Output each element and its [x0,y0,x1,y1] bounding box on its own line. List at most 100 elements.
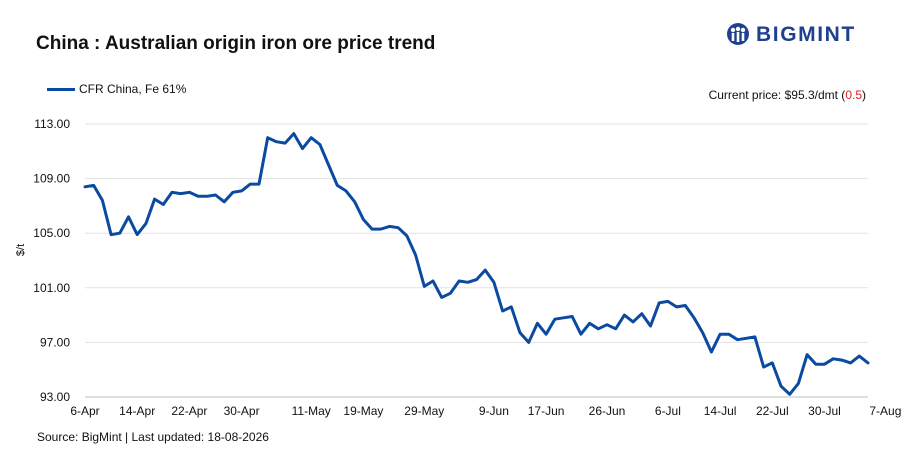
data-point [771,362,774,364]
data-point [319,143,321,146]
x-tick-label: 6-Jul [655,404,681,418]
y-axis-ticks: 113.00 109.00 105.00 101.00 97.00 93.00 [33,117,70,404]
data-point [197,195,199,198]
data-point [823,363,826,366]
data-point [171,191,173,194]
data-point [571,315,573,318]
data-point [475,278,478,281]
bigmint-logo-icon [727,23,749,45]
data-point [467,281,469,284]
y-axis-label: $/t [15,244,27,256]
price-change: 0.5 [845,88,862,102]
data-point [710,351,713,353]
data-point [527,341,530,344]
data-point [701,332,704,334]
data-point [501,310,504,312]
data-point [684,304,687,307]
x-axis-ticks: 6-Apr 14-Apr 22-Apr 30-Apr 11-May 19-May 29-Ma… [70,404,901,418]
y-tick-label: 113.00 [34,117,70,131]
bigmint-logo: BIGMINT [726,20,856,50]
data-point [206,195,208,198]
legend: CFR China, Fe 61% [47,82,186,96]
data-point [371,228,373,230]
y-tick-label: 105.00 [33,226,70,240]
data-point [806,353,808,356]
data-point [745,337,747,340]
data-point [232,191,234,194]
x-tick-label: 22-Apr [171,404,207,418]
data-point [754,336,756,338]
data-point [406,235,408,237]
data-point [693,317,695,319]
current-price-label: Current price: $95.3/dmt ( [708,88,846,102]
data-point [162,203,165,206]
gridlines [85,123,868,398]
data-point [536,322,539,325]
data-point [580,333,582,336]
x-tick-label: 22-Jul [756,404,789,418]
data-point [92,184,95,187]
y-tick-label: 93.00 [40,390,70,404]
data-point [310,136,313,139]
series-group [83,132,870,396]
legend-swatch [47,87,75,91]
data-point [284,142,286,144]
data-point [649,325,652,327]
data-point [510,306,513,308]
data-point [153,198,156,200]
data-point [353,201,356,203]
data-point [588,322,591,325]
data-point [667,300,669,303]
data-point [493,281,495,284]
data-point [101,199,104,202]
data-point [858,355,861,357]
data-point [641,312,643,315]
data-point [780,385,782,387]
data-point [815,363,817,366]
data-point [397,226,400,229]
logo-text: BIGMINT [756,23,856,46]
data-point [797,382,800,385]
data-point [719,333,721,336]
legend-label: CFR China, Fe 61% [79,82,187,96]
data-point [832,357,834,360]
y-tick-label: 109.00 [33,172,70,186]
x-tick-label: 6-Apr [70,404,99,418]
data-point [658,302,660,304]
data-point [440,296,443,299]
x-tick-label: 14-Jul [704,404,737,418]
data-point [214,194,217,196]
data-point [562,317,565,319]
x-tick-label: 7-Aug [869,404,901,418]
x-tick-label: 29-May [404,404,444,418]
x-tick-label: 11-May [292,404,331,418]
data-point [519,332,521,334]
data-point [841,359,843,361]
data-point [449,292,452,295]
data-point [179,192,182,195]
data-point [545,333,547,336]
data-point [327,164,330,166]
data-point [345,190,347,192]
data-point [258,183,260,185]
data-point [484,269,487,271]
data-point [223,201,225,203]
data-point [606,323,608,326]
data-point [458,280,460,282]
data-point [388,225,391,228]
data-point [336,184,339,187]
data-point [188,191,191,194]
y-tick-label: 101.00 [33,281,70,295]
data-point [614,327,617,330]
data-point [362,218,365,221]
data-point [849,362,852,364]
x-tick-label: 14-Apr [119,404,155,418]
data-point [414,254,417,256]
data-point [554,318,556,320]
x-tick-label: 17-Jun [528,404,565,418]
chart-title: China : Australian origin iron ore price… [36,33,436,54]
data-point [597,327,600,330]
current-price-close: ) [862,88,866,102]
current-price: Current price: $95.3/dmt (0.5) [709,88,866,102]
